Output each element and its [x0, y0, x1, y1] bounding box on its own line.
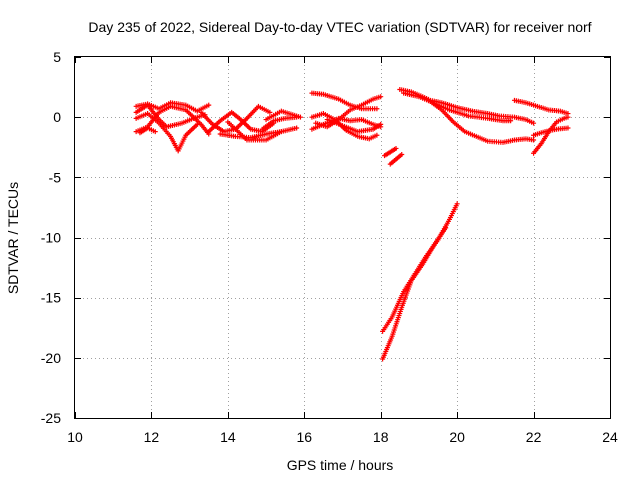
- y-tick-label: 0: [53, 109, 61, 125]
- series-arc-d1: [382, 145, 399, 159]
- x-tick-label: 12: [144, 429, 160, 445]
- data-point: [399, 151, 405, 157]
- data-point: [531, 137, 537, 143]
- chart-title: Day 235 of 2022, Sidereal Day-to-day VTE…: [88, 19, 591, 35]
- data-point: [378, 121, 384, 127]
- y-tick-label: -15: [41, 290, 61, 306]
- plot-frame: [74, 56, 611, 419]
- data-point: [152, 129, 158, 135]
- data-point: [508, 118, 514, 124]
- axis-ticks: 10 12 14 16 18 20 22 24 5 0 -5 -10 -15 -20 -25: [41, 49, 618, 445]
- x-tick-label: 24: [602, 429, 618, 445]
- series-arc-b5: [225, 119, 284, 143]
- data-point: [378, 94, 384, 100]
- data-point: [278, 129, 284, 135]
- y-tick-label: -20: [41, 350, 61, 366]
- y-tick-label: -25: [41, 410, 61, 426]
- grid-lines: [75, 57, 610, 418]
- data-points: [133, 86, 571, 362]
- data-point: [454, 201, 460, 207]
- data-point: [565, 114, 571, 120]
- data-point: [531, 120, 537, 126]
- y-tick-label: -5: [49, 169, 62, 185]
- x-tick-label: 16: [296, 429, 312, 445]
- series-arc-f1: [511, 97, 571, 117]
- y-tick-label: -10: [41, 230, 61, 246]
- x-tick-label: 18: [373, 429, 389, 445]
- series-arc-b2: [206, 109, 277, 135]
- data-point: [443, 225, 449, 231]
- data-point: [374, 106, 380, 112]
- x-tick-label: 14: [220, 429, 236, 445]
- series-arc-g2: [380, 225, 449, 362]
- data-point: [267, 109, 273, 115]
- data-point: [294, 125, 300, 131]
- series-arc-d2: [387, 151, 405, 167]
- series-arc-a5: [137, 125, 158, 136]
- data-point: [206, 102, 212, 108]
- y-axis-label: SDTVAR / TECUs: [5, 182, 21, 294]
- data-point: [297, 114, 303, 120]
- series-arc-a4: [133, 103, 212, 137]
- data-point: [565, 125, 571, 131]
- series-arc-f3: [531, 125, 571, 138]
- series-arc-b6: [263, 108, 303, 123]
- x-axis-label: GPS time / hours: [287, 457, 394, 473]
- data-point: [374, 132, 380, 138]
- x-tick-label: 10: [67, 429, 83, 445]
- data-point: [393, 145, 399, 151]
- y-tick-label: 5: [53, 49, 61, 65]
- x-tick-label: 20: [449, 429, 465, 445]
- series-arc-e3: [427, 99, 514, 124]
- series-arc-c5: [324, 117, 384, 135]
- x-tick-label: 22: [526, 429, 542, 445]
- series-arc-e1: [397, 86, 537, 126]
